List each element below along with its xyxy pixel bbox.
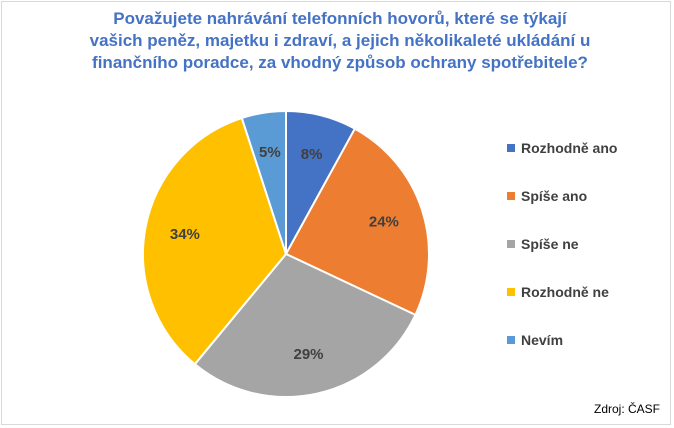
legend-swatch: [507, 144, 515, 152]
pie-slice-2: [284, 127, 430, 317]
legend-swatch: [507, 336, 515, 344]
title-line-1: Považujete nahrávání telefonních hovorů,…: [113, 9, 567, 28]
legend-item-3: Spíše ne: [507, 236, 579, 252]
legend-swatch: [507, 240, 515, 248]
source-note: Zdroj: ČASF: [593, 402, 660, 416]
legend-label: Spíše ano: [521, 188, 588, 204]
legend-label: Nevím: [521, 332, 564, 348]
legend-swatch: [507, 288, 515, 296]
legend-item-4: Rozhodně ne: [507, 284, 609, 300]
legend-label: Spíše ne: [521, 236, 579, 252]
legend-label: Rozhodně ne: [521, 284, 609, 300]
title-line-3: finančního poradce, za vhodný způsob och…: [92, 53, 588, 72]
data-label-5: 5%: [259, 144, 281, 161]
data-label-2: 24%: [369, 214, 399, 231]
chart-title: Považujete nahrávání telefonních hovorů,…: [60, 8, 620, 74]
pie-slice-4: [142, 116, 288, 366]
legend-label: Rozhodně ano: [521, 140, 618, 156]
pie-slice-5: [240, 109, 287, 255]
pie-slice-3: [193, 252, 417, 398]
title-line-2: vašich peněz, majetku i zdraví, a jejich…: [89, 31, 591, 50]
data-label-1: 8%: [301, 146, 323, 163]
legend-item-5: Nevím: [507, 332, 563, 348]
legend-swatch: [507, 192, 515, 200]
legend-item-1: Rozhodně ano: [507, 140, 617, 156]
data-label-3: 29%: [293, 346, 323, 363]
data-label-4: 34%: [170, 226, 200, 243]
legend-item-2: Spíše ano: [507, 188, 587, 204]
